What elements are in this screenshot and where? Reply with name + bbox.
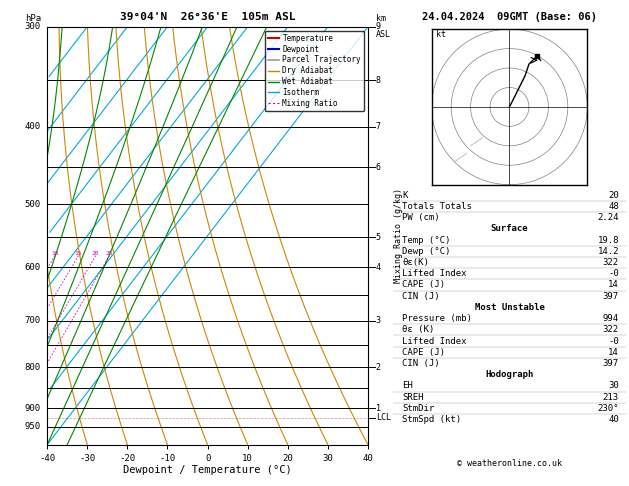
Text: 24.04.2024  09GMT (Base: 06): 24.04.2024 09GMT (Base: 06) (422, 12, 597, 22)
Text: 322: 322 (603, 325, 619, 334)
Text: 700: 700 (25, 316, 41, 325)
Text: 20: 20 (92, 251, 99, 256)
Text: 14: 14 (608, 280, 619, 290)
Text: 230°: 230° (598, 404, 619, 413)
Text: K: K (403, 191, 408, 200)
Text: 900: 900 (25, 403, 41, 413)
Text: 397: 397 (603, 292, 619, 301)
Text: 30: 30 (608, 382, 619, 390)
Text: 2: 2 (376, 363, 381, 372)
Text: 950: 950 (25, 422, 41, 432)
Text: Lifted Index: Lifted Index (403, 269, 467, 278)
Text: Dewp (°C): Dewp (°C) (403, 247, 451, 256)
Text: StmDir: StmDir (403, 404, 435, 413)
Text: 400: 400 (25, 122, 41, 131)
Legend: Temperature, Dewpoint, Parcel Trajectory, Dry Adiabat, Wet Adiabat, Isotherm, Mi: Temperature, Dewpoint, Parcel Trajectory… (265, 31, 364, 111)
Text: StmSpd (kt): StmSpd (kt) (403, 415, 462, 424)
Text: 300: 300 (25, 22, 41, 31)
Text: 7: 7 (376, 122, 381, 131)
Text: 8: 8 (376, 76, 381, 85)
Text: 48: 48 (608, 202, 619, 211)
Text: 322: 322 (603, 258, 619, 267)
Text: 14: 14 (608, 348, 619, 357)
Text: Most Unstable: Most Unstable (474, 303, 545, 312)
Text: 397: 397 (603, 359, 619, 368)
Text: 6: 6 (376, 163, 381, 172)
Text: θε(K): θε(K) (403, 258, 430, 267)
Text: -0: -0 (608, 337, 619, 346)
Text: CIN (J): CIN (J) (403, 359, 440, 368)
Text: 213: 213 (603, 393, 619, 402)
Text: Mixing Ratio (g/kg): Mixing Ratio (g/kg) (394, 188, 403, 283)
Text: θε (K): θε (K) (403, 325, 435, 334)
Text: 5: 5 (376, 233, 381, 242)
Text: 500: 500 (25, 200, 41, 208)
Text: CIN (J): CIN (J) (403, 292, 440, 301)
Text: km: km (376, 14, 386, 22)
Text: SREH: SREH (403, 393, 424, 402)
Text: hPa: hPa (25, 14, 41, 22)
Text: 9: 9 (376, 22, 381, 31)
Text: ASL: ASL (376, 30, 391, 39)
Text: -0: -0 (608, 269, 619, 278)
Text: 15: 15 (75, 251, 82, 256)
Text: 14.2: 14.2 (598, 247, 619, 256)
X-axis label: Dewpoint / Temperature (°C): Dewpoint / Temperature (°C) (123, 466, 292, 475)
Text: 994: 994 (603, 314, 619, 323)
Text: 25: 25 (106, 251, 113, 256)
Text: Surface: Surface (491, 225, 528, 233)
Text: CAPE (J): CAPE (J) (403, 348, 445, 357)
Text: 4: 4 (376, 263, 381, 272)
Text: 39°04'N  26°36'E  105m ASL: 39°04'N 26°36'E 105m ASL (120, 12, 296, 22)
Text: Lifted Index: Lifted Index (403, 337, 467, 346)
Text: 600: 600 (25, 263, 41, 272)
Text: 3: 3 (376, 316, 381, 325)
Text: 800: 800 (25, 363, 41, 372)
Text: 19.8: 19.8 (598, 236, 619, 244)
Text: Temp (°C): Temp (°C) (403, 236, 451, 244)
Text: 10: 10 (51, 251, 58, 256)
Text: © weatheronline.co.uk: © weatheronline.co.uk (457, 459, 562, 469)
Text: 20: 20 (608, 191, 619, 200)
Text: kt: kt (436, 30, 445, 39)
Text: PW (cm): PW (cm) (403, 213, 440, 222)
Text: 40: 40 (608, 415, 619, 424)
Text: 2.24: 2.24 (598, 213, 619, 222)
Text: Totals Totals: Totals Totals (403, 202, 472, 211)
Text: 1: 1 (376, 403, 381, 413)
Text: EH: EH (403, 382, 413, 390)
Text: LCL: LCL (376, 413, 391, 422)
Text: Pressure (mb): Pressure (mb) (403, 314, 472, 323)
Text: Hodograph: Hodograph (486, 370, 533, 379)
Text: CAPE (J): CAPE (J) (403, 280, 445, 290)
